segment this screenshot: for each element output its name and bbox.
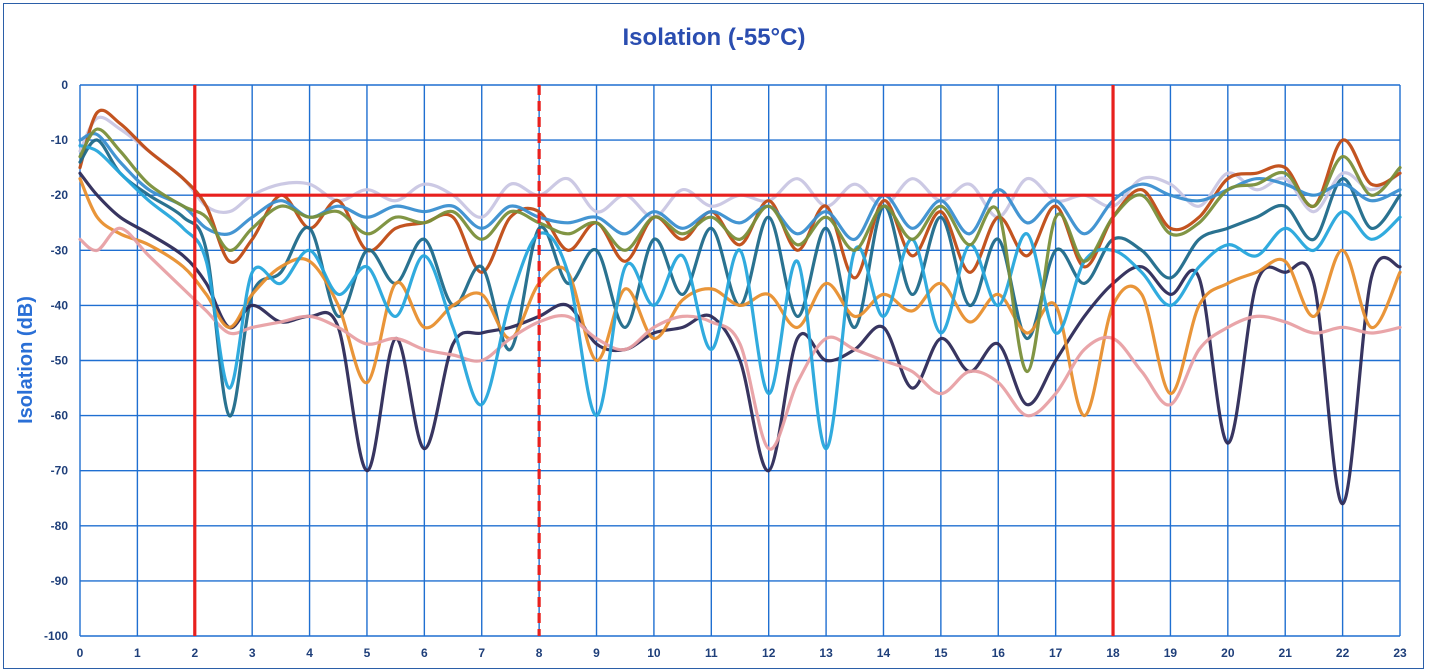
x-tick-label: 6 — [421, 646, 428, 660]
y-tick-label: -30 — [51, 243, 69, 257]
chart-frame: 0 1 2 3 4 5 6 7 8 9 10 11 12 13 14 15 16 17 18 19 20 21 22 23 0-… — [3, 3, 1424, 669]
y-tick-label: 0 — [61, 78, 68, 92]
x-tick-label: 8 — [536, 646, 543, 660]
series-line-7 — [78, 226, 1402, 451]
x-tick-label: 13 — [819, 646, 833, 660]
reference-lines — [193, 85, 1115, 636]
x-tick-label: 5 — [364, 646, 371, 660]
y-tick-label: -60 — [51, 409, 69, 423]
x-tick-label: 16 — [992, 646, 1006, 660]
y-tick-label: -20 — [51, 188, 69, 202]
y-tick-label: -100 — [44, 629, 68, 643]
x-tick-label: 22 — [1336, 646, 1350, 660]
x-tick-label: 19 — [1164, 646, 1178, 660]
x-tick-label: 10 — [647, 646, 661, 660]
x-tick-label: 9 — [593, 646, 600, 660]
series-line-8 — [78, 144, 1402, 451]
chart-title: Isolation (-55°C) — [623, 24, 806, 51]
series-line-3 — [78, 138, 1402, 418]
axes: 0 1 2 3 4 5 6 7 8 9 10 11 12 13 14 15 16 17 18 19 20 21 22 230-… — [44, 78, 1407, 660]
x-tick-label: 15 — [934, 646, 948, 660]
x-tick-label: 14 — [877, 646, 891, 660]
y-tick-label: -80 — [51, 519, 69, 533]
series-line-4 — [78, 132, 1402, 241]
x-tick-label: 12 — [762, 646, 776, 660]
y-tick-label: -40 — [51, 298, 69, 312]
y-axis-label: Isolation (dB) — [15, 296, 37, 424]
x-tick-label: 1 — [134, 646, 141, 660]
y-tick-label: -10 — [51, 133, 69, 147]
y-tick-label: -90 — [51, 574, 69, 588]
series-group — [78, 108, 1402, 506]
y-tick-label: -50 — [51, 354, 69, 368]
series-line-9 — [78, 127, 1402, 374]
x-tick-label: 18 — [1106, 646, 1120, 660]
x-tick-label: 20 — [1221, 646, 1235, 660]
x-tick-label: 4 — [306, 646, 313, 660]
x-tick-label: 7 — [478, 646, 485, 660]
series-line-6 — [78, 177, 1402, 418]
x-tick-label: 3 — [249, 646, 256, 660]
x-tick-label: 0 — [77, 646, 84, 660]
x-tick-label: 11 — [705, 646, 718, 660]
x-tick-label: 2 — [191, 646, 198, 660]
x-tick-label: 23 — [1393, 646, 1407, 660]
grid — [79, 84, 1401, 637]
x-tick-label: 17 — [1049, 646, 1063, 660]
x-tick-label: 21 — [1279, 646, 1293, 660]
series-line-1 — [78, 115, 1402, 219]
y-tick-label: -70 — [51, 464, 69, 478]
chart-svg: 0 1 2 3 4 5 6 7 8 9 10 11 12 13 14 15 16 17 18 19 20 21 22 230-… — [15, 24, 1407, 660]
